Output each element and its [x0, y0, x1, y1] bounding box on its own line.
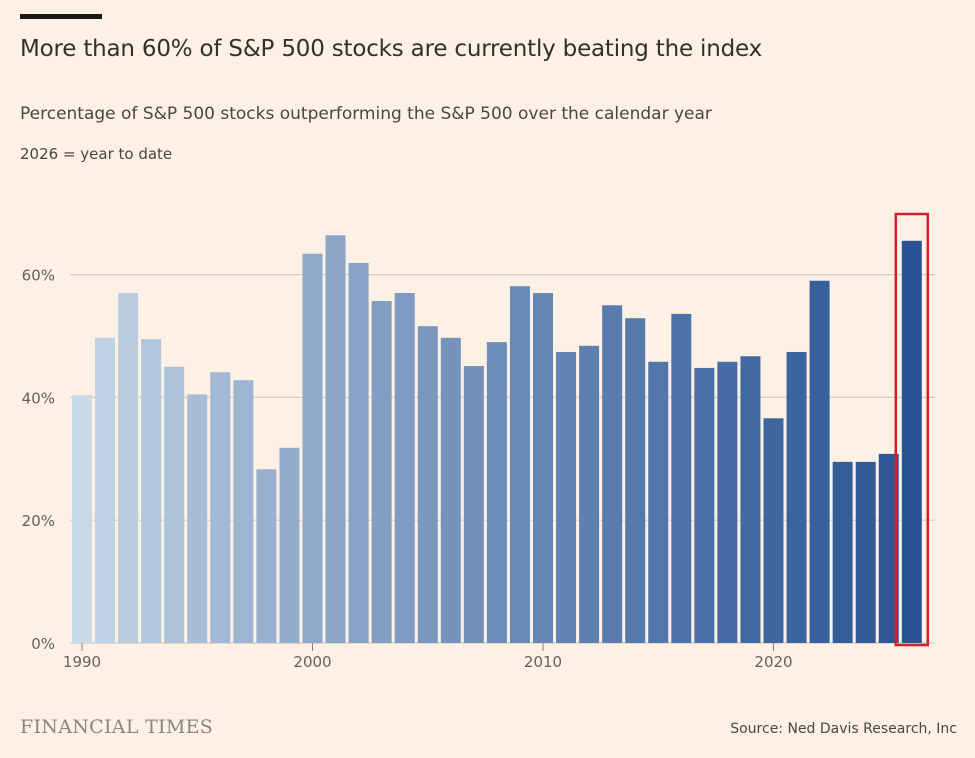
- bar-2009: [509, 286, 530, 643]
- bar-1994: [164, 366, 185, 643]
- bar-2025: [878, 453, 899, 643]
- bar-2013: [602, 305, 623, 643]
- ft-top-bar: [20, 14, 102, 19]
- bar-2019: [740, 356, 761, 643]
- bar-2011: [556, 351, 577, 643]
- bar-1995: [187, 394, 208, 643]
- bar-1996: [210, 372, 231, 643]
- bar-2023: [832, 461, 853, 643]
- y-tick-label: 60%: [22, 267, 55, 285]
- y-tick-label: 20%: [22, 512, 55, 530]
- bar-2007: [463, 366, 484, 643]
- chart-note: 2026 = year to date: [20, 145, 173, 163]
- bar-2010: [533, 293, 553, 643]
- bar-1991: [95, 337, 116, 643]
- bar-1998: [256, 469, 277, 643]
- bar-2005: [417, 326, 438, 643]
- bar-2018: [717, 361, 738, 643]
- x-tick-label: 1990: [63, 653, 101, 671]
- bar-2026: [901, 240, 922, 643]
- highlight-box: [894, 212, 930, 647]
- bar-2017: [694, 367, 715, 643]
- bar-1997: [233, 380, 254, 643]
- bar-2004: [394, 293, 415, 643]
- bar-chart: 0% 20% 40% 60% 1990 2000 2010 2020: [22, 212, 935, 671]
- ft-logo: FINANCIAL TIMES: [20, 716, 214, 738]
- chart-subtitle: Percentage of S&P 500 stocks outperformi…: [20, 104, 712, 124]
- bar-2003: [371, 301, 392, 643]
- bar-2000: [302, 253, 323, 643]
- x-tick-label: 2020: [754, 653, 792, 671]
- bar-2001: [325, 235, 346, 643]
- bar-1990: [72, 394, 92, 643]
- x-tick-label: 2000: [293, 653, 331, 671]
- chart-title: More than 60% of S&P 500 stocks are curr…: [20, 36, 762, 62]
- y-tick-label: 40%: [22, 389, 55, 407]
- bar-2014: [625, 318, 646, 643]
- y-tick-label: 0%: [31, 635, 55, 653]
- bar-2022: [809, 280, 830, 643]
- bar-2006: [440, 337, 461, 643]
- bar-1992: [118, 293, 139, 643]
- bar-2012: [579, 345, 600, 643]
- bar-2024: [855, 461, 876, 643]
- bar-2016: [671, 313, 692, 643]
- source-note: Source: Ned Davis Research, Inc: [730, 721, 957, 737]
- bar-1993: [141, 339, 162, 643]
- bar-2015: [648, 361, 669, 643]
- bar-2008: [486, 342, 507, 643]
- bar-2002: [348, 262, 369, 643]
- bar-2020: [763, 418, 784, 643]
- x-tick-label: 2010: [524, 653, 562, 671]
- bar-1999: [279, 447, 300, 643]
- bar-2021: [786, 351, 807, 643]
